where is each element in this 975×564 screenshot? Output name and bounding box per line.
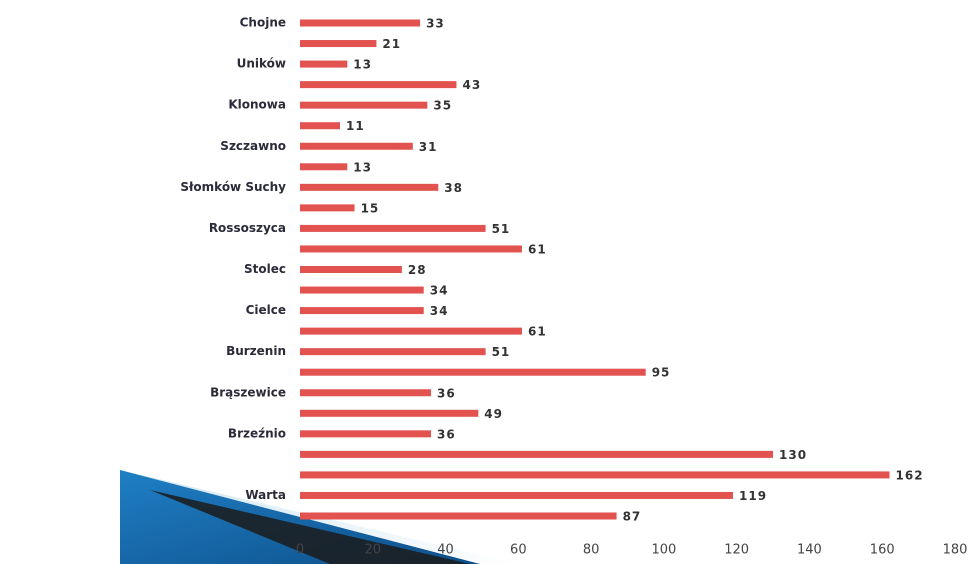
value-label: 119: [739, 489, 767, 503]
bar: [300, 327, 522, 335]
y-tick-label: Chojne: [240, 16, 286, 30]
bar: [300, 245, 522, 253]
value-label: 162: [896, 468, 924, 482]
value-label: 33: [426, 17, 445, 31]
y-tick-label: Brzeźnio: [228, 426, 286, 440]
y-tick-label: Burzenin: [226, 344, 286, 358]
value-label: 21: [382, 37, 401, 51]
y-tick-label: Warta: [245, 488, 286, 502]
value-label: 51: [492, 345, 511, 359]
value-label: 28: [408, 263, 427, 277]
bar: [300, 491, 734, 499]
x-tick-label: 120: [724, 543, 749, 558]
value-label: 95: [652, 366, 671, 380]
bar: [300, 40, 377, 48]
value-label: 13: [353, 58, 372, 72]
value-label: 15: [361, 201, 380, 215]
bar: [300, 224, 486, 232]
value-label: 61: [528, 325, 547, 339]
decor-dark: [150, 490, 470, 564]
x-tick-label: 100: [651, 543, 676, 558]
value-label: 36: [437, 427, 456, 441]
bar: [300, 183, 439, 191]
bar: [300, 471, 890, 479]
y-tick-label: Stolec: [244, 262, 286, 276]
x-tick-label: 140: [797, 543, 822, 558]
x-tick-label: 180: [943, 543, 968, 558]
value-label: 51: [492, 222, 511, 236]
value-label: 43: [462, 78, 481, 92]
x-tick-label: 60: [510, 543, 527, 558]
bar: [300, 286, 424, 294]
value-label: 49: [484, 407, 503, 421]
bar: [300, 389, 431, 397]
x-tick-label: 80: [583, 543, 600, 558]
bar: [300, 307, 424, 315]
y-tick-label: Słomków Suchy: [180, 180, 286, 194]
bar: [300, 512, 617, 520]
bar: [300, 368, 646, 376]
bar: [300, 266, 402, 273]
bar: [300, 81, 457, 89]
value-label: 35: [433, 99, 452, 113]
value-label: 61: [528, 242, 547, 256]
value-label: 13: [353, 160, 372, 174]
bar: [300, 409, 479, 417]
y-tick-label: Brąszewice: [210, 385, 286, 399]
bar: [300, 348, 486, 356]
x-tick-label: 40: [437, 543, 454, 558]
y-tick-label: Rossoszyca: [209, 221, 286, 235]
x-tick-label: 20: [365, 543, 382, 558]
value-label: 31: [419, 140, 438, 154]
value-label: 87: [623, 510, 642, 524]
y-tick-label: Klonowa: [228, 98, 286, 112]
value-label: 36: [437, 386, 456, 400]
bar: [300, 101, 428, 109]
bar: [300, 430, 431, 438]
bar: [300, 142, 413, 150]
bar: [300, 163, 348, 171]
bar: [300, 60, 348, 68]
bar: [300, 122, 341, 130]
bar: [300, 19, 421, 27]
value-label: 11: [346, 119, 365, 133]
y-tick-label: Uników: [237, 57, 286, 71]
value-label: 34: [430, 304, 449, 318]
bar: [300, 204, 355, 212]
value-label: 130: [779, 448, 807, 462]
x-tick-label: 0: [296, 543, 304, 558]
x-tick-label: 160: [870, 543, 895, 558]
value-label: 34: [430, 284, 449, 298]
value-label: 38: [444, 181, 463, 195]
y-tick-label: Szczawno: [220, 139, 286, 153]
bar: [300, 450, 774, 458]
y-tick-label: Cielce: [246, 303, 286, 317]
